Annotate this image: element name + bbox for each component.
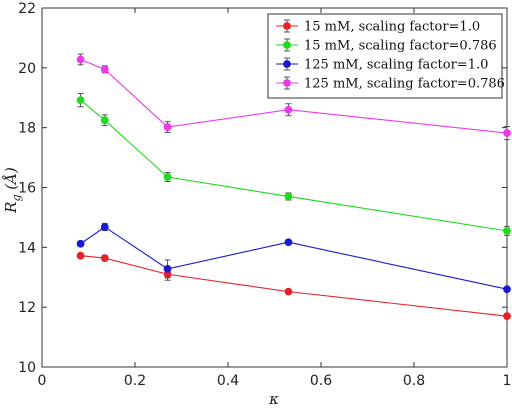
legend-marker xyxy=(283,60,291,68)
legend-item: 125 mM, scaling factor=1.0 xyxy=(276,57,488,73)
legend-marker xyxy=(283,22,291,30)
legend-item: 15 mM, scaling factor=0.786 xyxy=(276,38,497,54)
y-tick-label: 16 xyxy=(18,181,36,197)
legend-label: 125 mM, scaling factor=1.0 xyxy=(304,58,488,73)
data-point xyxy=(100,223,109,231)
data-point xyxy=(163,173,172,181)
legend-marker xyxy=(283,41,291,49)
data-point xyxy=(284,105,293,114)
data-point xyxy=(76,239,85,248)
legend-label: 125 mM, scaling factor=0.786 xyxy=(304,77,505,92)
data-point xyxy=(100,254,109,263)
x-tick-label: 0.2 xyxy=(124,373,146,389)
y-tick-label: 18 xyxy=(18,121,36,137)
data-point xyxy=(284,192,293,201)
data-point xyxy=(503,312,511,321)
data-point xyxy=(503,226,511,235)
x-tick-label: 0.6 xyxy=(310,373,332,389)
y-axis-label: Rg (Å) xyxy=(2,167,23,214)
data-point xyxy=(100,116,109,125)
data-point xyxy=(100,65,109,74)
data-point xyxy=(284,287,293,296)
series-3 xyxy=(76,222,511,294)
y-tick-label: 20 xyxy=(18,61,36,77)
legend-box xyxy=(267,13,503,99)
series-4 xyxy=(76,53,511,141)
y-tick-label: 10 xyxy=(18,360,36,376)
legend-item: 125 mM, scaling factor=0.786 xyxy=(276,76,505,92)
legend-marker xyxy=(283,79,291,87)
data-point xyxy=(503,285,511,294)
y-tick-label: 12 xyxy=(18,300,36,316)
legend-label: 15 mM, scaling factor=0.786 xyxy=(304,39,497,54)
y-tick-label: 14 xyxy=(18,240,36,256)
legend-label: 15 mM, scaling factor=1.0 xyxy=(304,20,480,35)
axes: 0 0.2 0.4 0.6 0.8 1 10 12 14 16 18 20 22 xyxy=(18,1,511,389)
data-point xyxy=(76,96,85,105)
x-axis-label: κ xyxy=(268,390,279,408)
x-tick-label: 1 xyxy=(503,373,512,389)
data-point xyxy=(76,251,85,260)
legend: 15 mM, scaling factor=1.0 15 mM, scaling … xyxy=(267,13,505,99)
data-point xyxy=(163,123,172,131)
data-point xyxy=(76,55,85,64)
x-tick-label: 0.8 xyxy=(403,373,425,389)
legend-item: 15 mM, scaling factor=1.0 xyxy=(276,19,480,35)
x-tick-label: 0 xyxy=(38,373,47,389)
x-tick-label: 0.4 xyxy=(217,373,239,389)
data-point xyxy=(503,129,511,137)
series-layer xyxy=(76,53,511,321)
series-2 xyxy=(76,93,511,236)
y-tick-label: 22 xyxy=(18,1,36,17)
data-point xyxy=(284,238,293,247)
data-point xyxy=(163,264,172,273)
